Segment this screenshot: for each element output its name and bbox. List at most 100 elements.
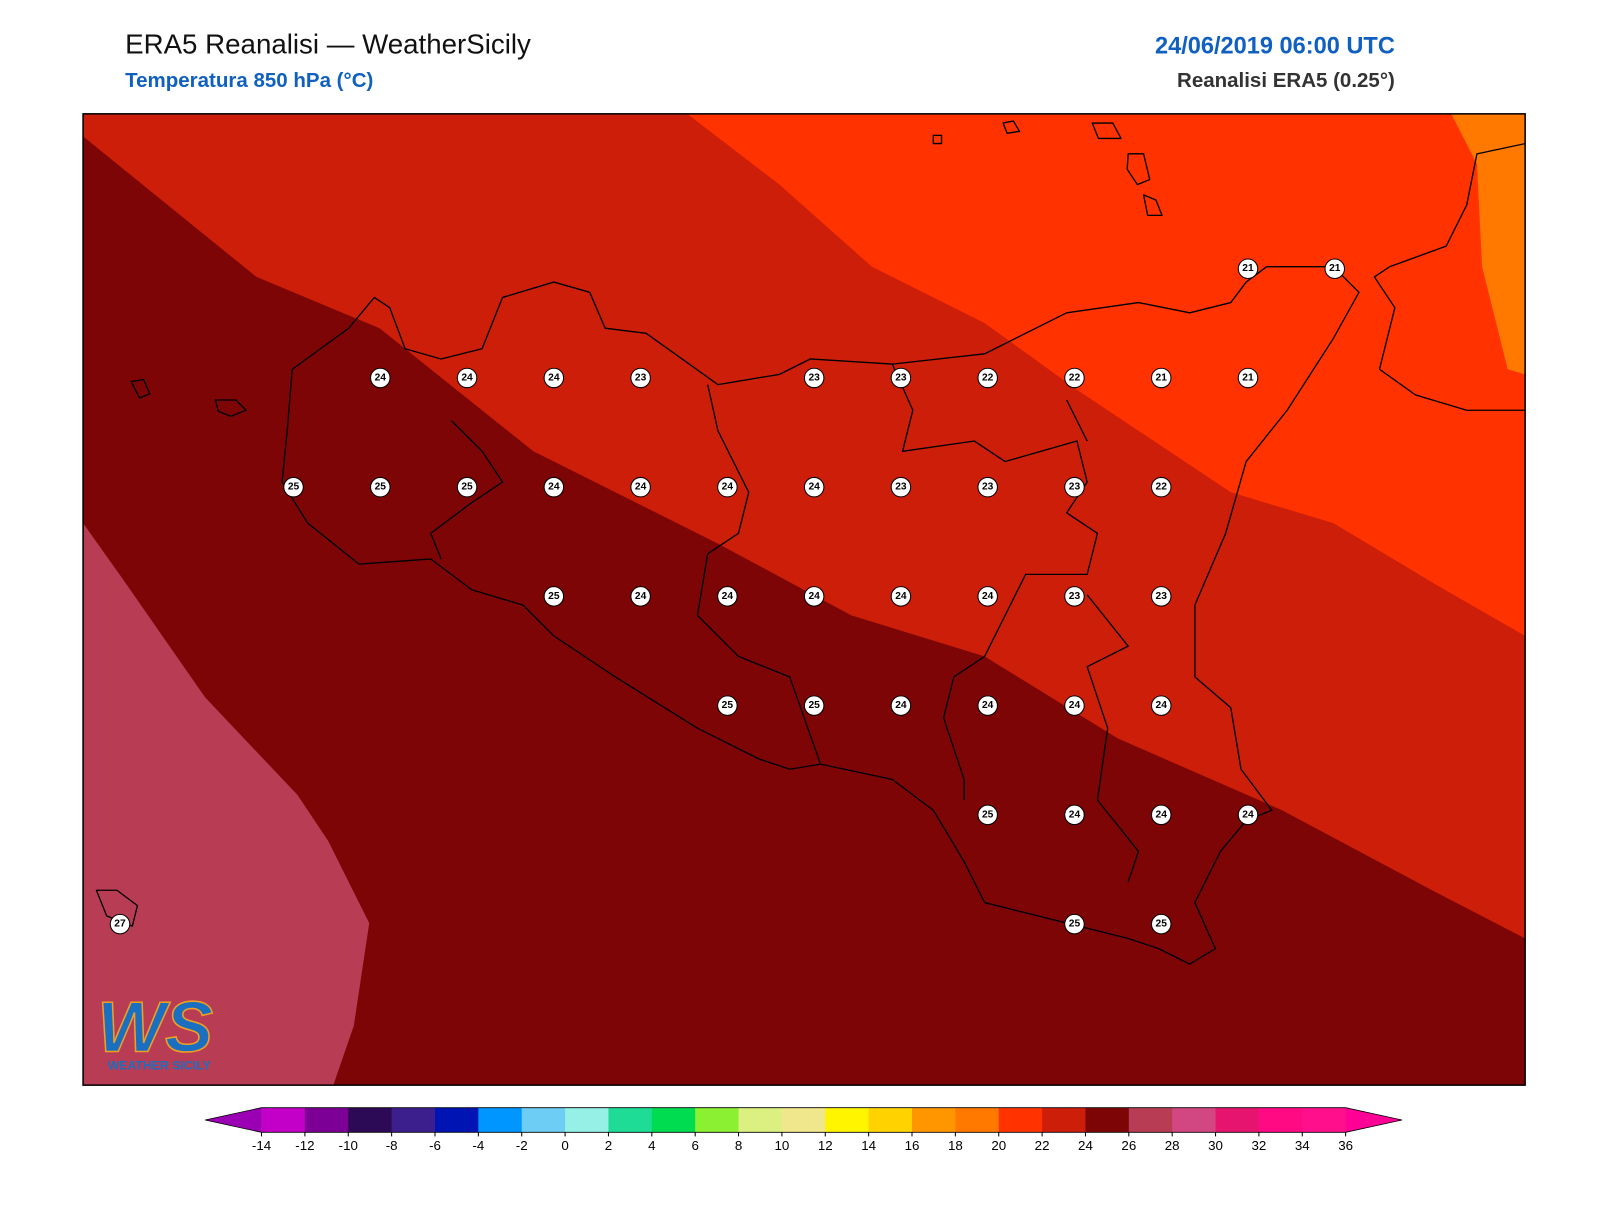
field-band	[83, 523, 370, 1086]
station-marker	[456, 476, 478, 498]
station-marker	[543, 476, 565, 498]
colorbar-tick-label: -2	[516, 1138, 528, 1153]
station-value: 24	[808, 482, 820, 493]
colorbar-tick-label: 26	[1121, 1138, 1136, 1153]
colorbar-band	[998, 1107, 1043, 1133]
colorbar-tick-label: -10	[339, 1138, 358, 1153]
station-value: 23	[895, 372, 907, 383]
station-marker	[1150, 804, 1172, 826]
station-marker	[630, 586, 651, 607]
colorbar-tick-label: 18	[948, 1138, 963, 1153]
colorbar-band	[304, 1107, 349, 1133]
colorbar-tick-label: 28	[1165, 1138, 1180, 1153]
colorbar-tick-label: 2	[605, 1138, 612, 1153]
colorbar-tick-label: 4	[648, 1138, 656, 1153]
station-value: 24	[1242, 809, 1254, 820]
colorbar: -14 -12 -10 -8 -6 -4 -2 0 2 4 6 8 10 12 14 16 18 20 22 24 26…	[205, 1107, 1403, 1153]
logo-name: WEATHER SICILY	[108, 1059, 211, 1073]
station-value: 22	[1069, 372, 1081, 383]
station-value: 21	[1156, 372, 1168, 383]
colorbar-tick-label: -4	[472, 1138, 484, 1153]
station-value: 22	[1156, 482, 1168, 493]
station-value: 24	[635, 482, 647, 493]
colorbar-tick-label: 34	[1295, 1138, 1310, 1153]
colorbar-tick-label: 30	[1208, 1138, 1223, 1153]
station-marker	[803, 367, 825, 389]
station-marker	[1150, 476, 1172, 498]
station-value: 24	[548, 372, 560, 383]
station-marker	[630, 476, 651, 498]
colorbar-tick-label: 12	[818, 1138, 833, 1153]
title: ERA5 Reanalisi — WeatherSicily	[125, 28, 531, 59]
stations: 21 21 24 24 24 23 23 23 22 22 21 21 25 25 25 24 24 24 24 23…	[109, 258, 1346, 935]
station-marker	[1237, 804, 1259, 826]
station-value: 21	[1329, 263, 1341, 274]
station-value: 24	[982, 591, 994, 602]
colorbar-band	[1042, 1107, 1086, 1133]
station-marker	[977, 804, 998, 826]
station-marker	[1064, 476, 1085, 498]
station-value: 25	[1069, 919, 1081, 930]
colorbar-tick-label: 8	[735, 1138, 742, 1153]
field-band	[1451, 113, 1526, 375]
calabria-coast	[1373, 142, 1526, 411]
station-value: 23	[895, 482, 907, 493]
station-marker	[977, 476, 998, 498]
map-frame	[82, 113, 1526, 1086]
station-value: 24	[895, 591, 907, 602]
station-value: 24	[982, 700, 994, 711]
temperature-field	[83, 113, 1526, 1086]
station-value: 24	[808, 591, 820, 602]
station-value: 24	[722, 482, 734, 493]
colorbar-band	[825, 1107, 870, 1133]
colorbar-band	[391, 1107, 436, 1133]
station-value: 24	[461, 372, 473, 383]
station-marker	[717, 586, 738, 607]
station-value: 21	[1242, 372, 1254, 383]
colorbar-band	[261, 1107, 306, 1133]
station-value: 24	[375, 372, 387, 383]
station-value: 23	[1069, 482, 1081, 493]
field-band	[687, 113, 1526, 636]
colorbar-tick-label: -12	[295, 1138, 314, 1153]
station-value: 25	[288, 482, 300, 493]
station-value: 24	[1069, 700, 1081, 711]
station-value: 25	[548, 591, 560, 602]
station-value: 23	[1069, 591, 1081, 602]
logo: WS WEATHER SICILY	[97, 987, 214, 1073]
colorbar-tick-label: 14	[861, 1138, 876, 1153]
station-marker	[890, 695, 912, 716]
colorbar-tick-label: 24	[1078, 1138, 1093, 1153]
colorbar-band	[608, 1107, 653, 1133]
station-marker	[890, 476, 912, 498]
station-value: 24	[1069, 809, 1081, 820]
station-marker	[717, 695, 738, 716]
colorbar-band	[1085, 1107, 1130, 1133]
station-marker	[630, 367, 651, 389]
colorbar-band	[565, 1107, 609, 1133]
station-marker	[109, 913, 131, 935]
station-value: 27	[114, 919, 126, 930]
colorbar-under	[205, 1107, 262, 1133]
colorbar-band	[955, 1107, 1000, 1133]
station-value: 23	[982, 482, 994, 493]
colorbar-over	[1345, 1107, 1403, 1133]
station-marker	[890, 367, 912, 389]
station-marker	[1150, 367, 1172, 389]
station-value: 24	[635, 591, 647, 602]
station-marker	[456, 367, 478, 389]
colorbar-band	[738, 1107, 783, 1133]
station-marker	[543, 586, 565, 607]
source: Reanalisi ERA5 (0.25°)	[1177, 69, 1395, 92]
station-marker	[1324, 258, 1346, 279]
station-value: 24	[1156, 809, 1168, 820]
station-marker	[1064, 367, 1085, 389]
station-marker	[977, 586, 998, 607]
colorbar-band	[912, 1107, 956, 1133]
station-value: 24	[548, 482, 560, 493]
station-value: 25	[461, 482, 473, 493]
logo-mark: WS	[97, 987, 213, 1067]
station-value: 25	[982, 809, 994, 820]
